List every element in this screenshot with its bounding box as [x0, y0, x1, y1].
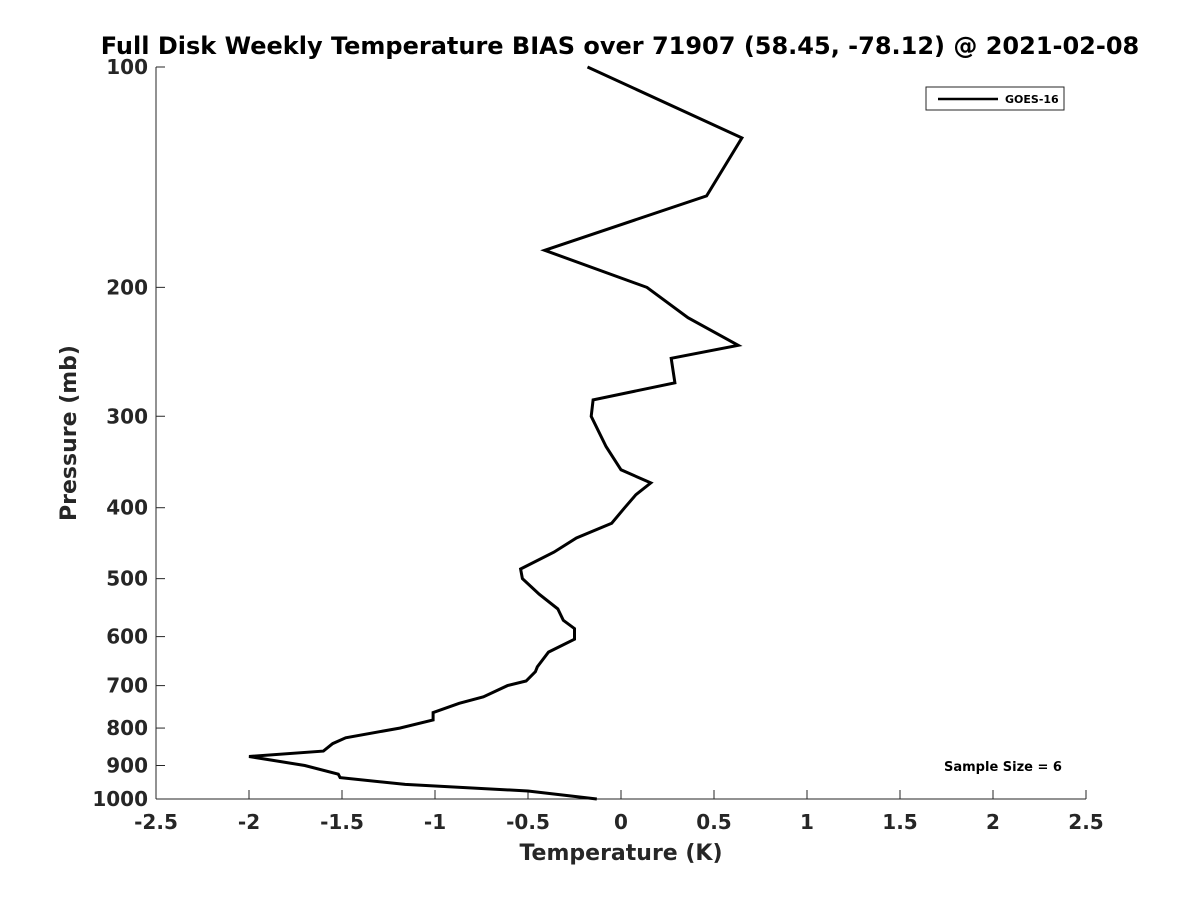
y-tick-label: 600 — [106, 625, 148, 649]
y-tick-label: 400 — [106, 496, 148, 520]
sample-size-annotation: Sample Size = 6 — [944, 760, 1062, 775]
x-ticks: -2.5 -2 -1.5 -1 -0.5 0 0.5 1 1.5 2 2.5 — [134, 790, 1104, 834]
y-tick-label: 1000 — [92, 787, 148, 811]
x-tick-label: -0.5 — [506, 810, 550, 834]
y-tick-label: 500 — [106, 567, 148, 591]
x-tick-label: -2.5 — [134, 810, 178, 834]
series-line-goes16 — [248, 65, 745, 801]
x-axis-label: Temperature (K) — [519, 841, 722, 866]
series-layer — [248, 65, 745, 801]
y-ticks: 100 200 300 400 500 600 700 800 900 1000 — [92, 55, 165, 811]
legend-label-goes16: GOES-16 — [1005, 93, 1059, 106]
x-tick-label: 2.5 — [1068, 810, 1103, 834]
x-tick-label: 0 — [614, 810, 628, 834]
x-tick-label: 0.5 — [696, 810, 731, 834]
y-tick-label: 900 — [106, 754, 148, 778]
x-tick-label: -2 — [238, 810, 260, 834]
x-tick-label: 1 — [800, 810, 814, 834]
legend: GOES-16 — [925, 86, 1065, 111]
x-tick-label: 2 — [986, 810, 1000, 834]
y-tick-label: 800 — [106, 716, 148, 740]
y-tick-label: 200 — [106, 275, 148, 299]
plot-area — [156, 67, 1086, 799]
y-tick-label: 700 — [106, 674, 148, 698]
x-tick-label: -1.5 — [320, 810, 364, 834]
x-tick-label: -1 — [424, 810, 446, 834]
x-tick-label: 1.5 — [882, 810, 917, 834]
chart-title: Full Disk Weekly Temperature BIAS over 7… — [101, 32, 1140, 60]
y-axis-label: Pressure (mb) — [57, 345, 82, 521]
y-tick-label: 100 — [106, 55, 148, 79]
y-tick-label: 300 — [106, 404, 148, 428]
